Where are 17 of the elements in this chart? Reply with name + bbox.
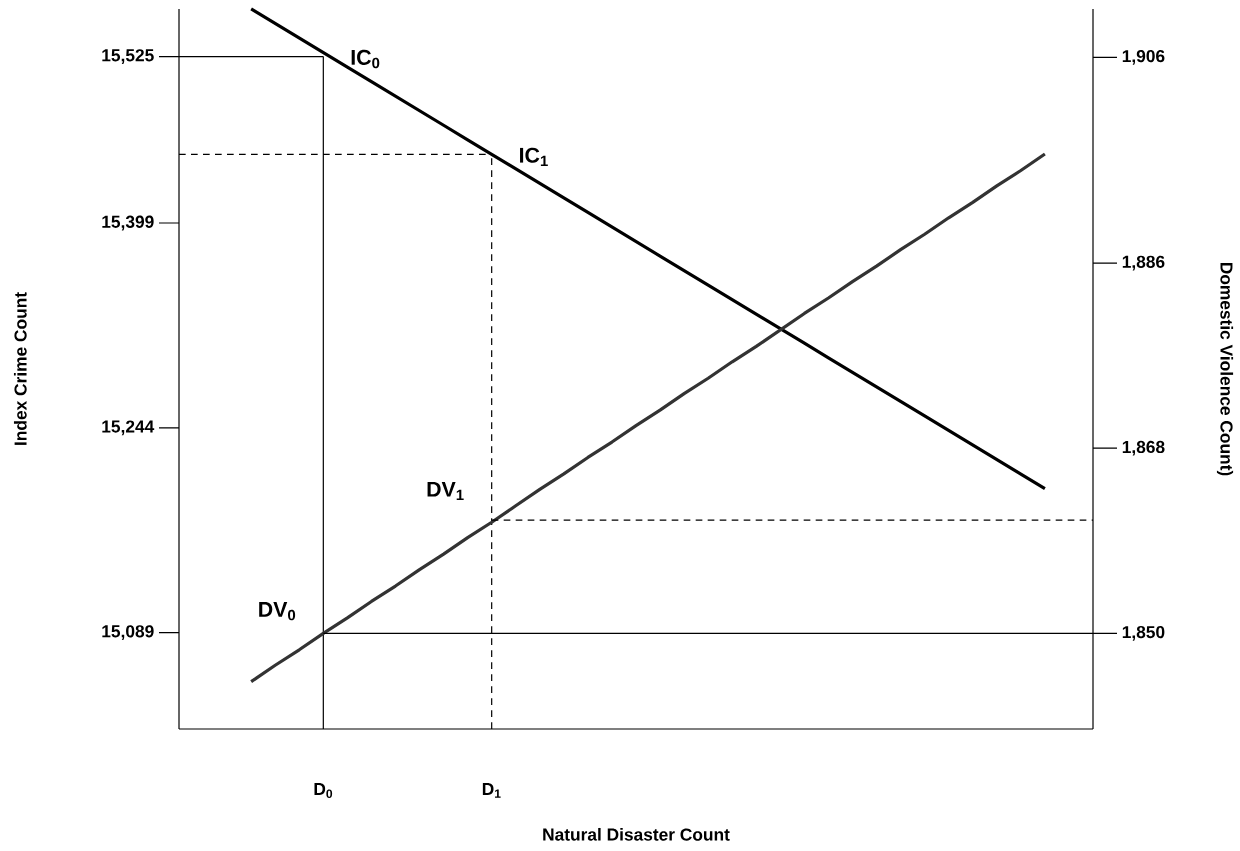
annotation: IC$_{1}$	[520, 147, 548, 167]
y-tick-label: 15,244	[102, 420, 155, 436]
y-axis-title: Index Crime Count	[13, 292, 27, 445]
y2-tick-label: 1,906	[1122, 49, 1165, 65]
y-tick-label: 15,089	[102, 625, 154, 640]
y-tick-label: 15,399	[102, 215, 154, 231]
y-tick-label: 15,525	[102, 49, 154, 64]
annotation: DV$_{1}$	[427, 481, 464, 501]
y2-tick-label: 1,850	[1122, 625, 1165, 641]
annotation: IC$_{0}$	[351, 49, 380, 69]
x-tick-label: D$_{1}$	[482, 783, 501, 798]
y2-axis-title: Domestic Violence Count)	[1216, 262, 1234, 476]
x-axis-title: Natural Disaster Count	[543, 827, 730, 841]
annotation: DV$_{0}$	[259, 602, 296, 621]
y2-tick-label: 1,868	[1122, 440, 1165, 456]
y2-tick-label: 1,886	[1122, 255, 1165, 271]
x-tick-label: D$_{0}$	[314, 783, 333, 799]
